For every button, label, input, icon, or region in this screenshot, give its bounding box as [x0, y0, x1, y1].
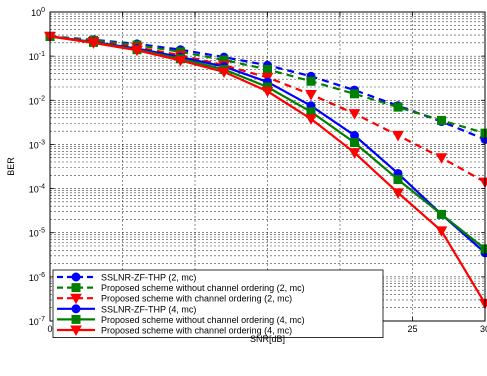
y-axis-label: BER [6, 157, 16, 176]
legend-item: Proposed scheme with channel ordering (4… [57, 325, 292, 337]
legend-item: SSLNR-ZF-THP (2, mc) [57, 272, 196, 283]
data-point [261, 86, 274, 98]
data-point [435, 153, 448, 164]
legend-marker [70, 293, 82, 305]
y-tick-label: 10-1 [29, 51, 45, 62]
data-point [87, 38, 100, 49]
data-point [393, 175, 403, 185]
data-point [350, 138, 359, 148]
data-point [350, 89, 359, 99]
legend-marker [71, 283, 81, 293]
data-point [480, 244, 487, 254]
data-point [348, 148, 361, 159]
legend-label: Proposed scheme with channel ordering (4… [101, 326, 292, 336]
legend-item: Proposed scheme without channel ordering… [57, 314, 305, 325]
data-point [437, 115, 446, 125]
data-point [437, 209, 446, 219]
data-point [392, 188, 404, 199]
y-tick-label: 10-3 [29, 139, 45, 150]
legend-label: Proposed scheme without channel ordering… [101, 315, 305, 325]
x-axis-label: SNR[dB] [250, 334, 285, 344]
x-tick-label: 30 [480, 324, 487, 334]
legend-box [52, 269, 384, 338]
data-point [348, 109, 361, 120]
legend-marker [70, 325, 82, 337]
data-point [305, 90, 317, 101]
legend-marker [71, 272, 81, 282]
data-point [435, 226, 448, 237]
y-tick-label: 10-2 [29, 95, 45, 106]
legend-item: Proposed scheme without channel ordering… [57, 283, 305, 293]
data-point [393, 102, 403, 112]
legend-label: Proposed scheme without channel ordering… [101, 283, 305, 293]
legend: SSLNR-ZF-THP (2, mc)Proposed scheme with… [52, 269, 384, 338]
legend-marker [71, 314, 81, 324]
y-tick-label: 10-5 [29, 228, 45, 239]
data-point [392, 130, 404, 142]
legend-label: SSLNR-ZF-THP (4, mc) [101, 304, 196, 314]
data-point [263, 64, 272, 74]
data-point [480, 128, 487, 138]
y-tick-label: 100 [31, 7, 45, 18]
legend-marker [71, 304, 81, 314]
y-tick-label: 10-6 [29, 272, 45, 283]
y-tick-label: 10-4 [29, 184, 45, 195]
y-tick-label: 10-7 [29, 316, 45, 327]
x-tick-label: 0 [47, 324, 52, 334]
data-point [306, 76, 316, 86]
data-point [218, 67, 230, 78]
legend-label: SSLNR-ZF-THP (2, mc) [101, 273, 196, 283]
legend-label: Proposed scheme with channel ordering (2… [101, 294, 292, 304]
legend-item: SSLNR-ZF-THP (4, mc) [57, 304, 196, 314]
data-point [174, 55, 187, 67]
data-point [305, 114, 317, 125]
data-point [131, 45, 143, 57]
legend-item: Proposed scheme with channel ordering (2… [57, 293, 292, 305]
x-tick-label: 25 [407, 324, 417, 334]
